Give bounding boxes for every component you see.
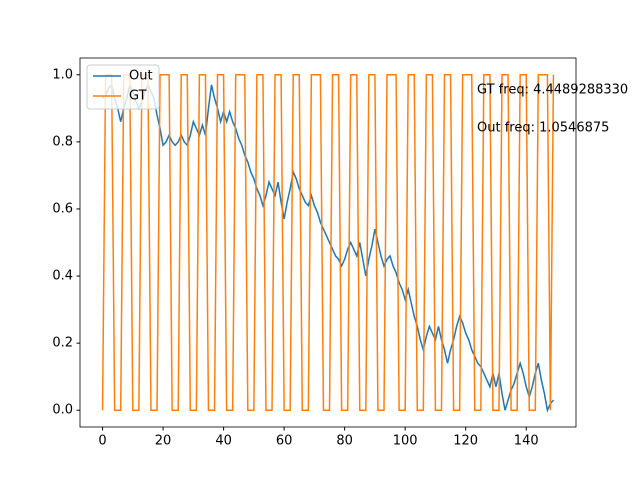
y-tick-label: 1.0 bbox=[52, 67, 73, 82]
line-series bbox=[101, 82, 555, 413]
y-tick-label: 0.2 bbox=[52, 336, 73, 351]
y-tick-label: 0.8 bbox=[52, 134, 73, 149]
y-tick-label: 0.4 bbox=[52, 269, 73, 284]
x-tick-label: 100 bbox=[393, 434, 418, 449]
annotation: Out freq: 1.0546875 bbox=[477, 121, 609, 136]
line-series bbox=[101, 74, 555, 411]
x-tick-label: 140 bbox=[514, 434, 539, 449]
legend-label: Out bbox=[129, 69, 153, 84]
x-tick-label: 80 bbox=[336, 434, 353, 449]
axes-frame bbox=[79, 57, 577, 428]
y-tick-label: 0.6 bbox=[52, 201, 73, 216]
x-tick-label: 20 bbox=[155, 434, 172, 449]
y-tick-label: 0.0 bbox=[52, 403, 73, 418]
annotation: GT freq: 4.4489288330 bbox=[477, 83, 628, 98]
x-tick-label: 40 bbox=[215, 434, 232, 449]
x-tick-label: 120 bbox=[453, 434, 478, 449]
x-tick-label: 0 bbox=[98, 434, 106, 449]
x-tick-label: 60 bbox=[276, 434, 293, 449]
legend-label: GT bbox=[129, 89, 147, 104]
